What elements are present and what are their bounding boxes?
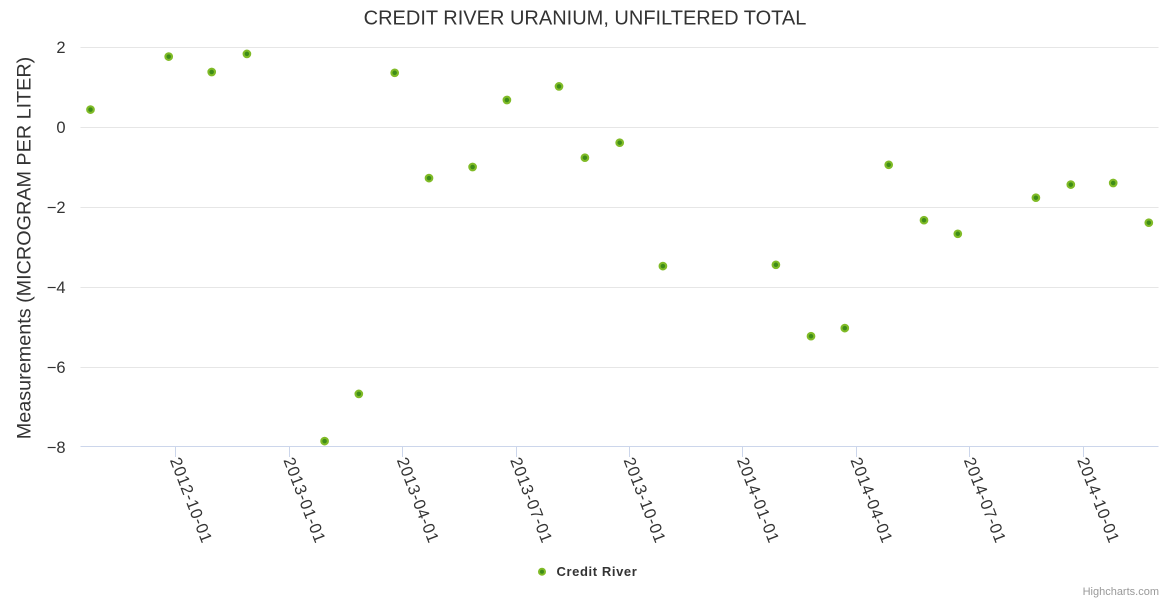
svg-text:2: 2 — [56, 39, 65, 57]
svg-text:0: 0 — [56, 119, 65, 137]
svg-text:−4: −4 — [47, 279, 66, 297]
svg-text:−6: −6 — [47, 359, 66, 377]
svg-text:Measurements (MICROGRAM PER LI: Measurements (MICROGRAM PER LITER) — [14, 57, 36, 440]
svg-text:CREDIT RIVER URANIUM, UNFILTER: CREDIT RIVER URANIUM, UNFILTERED TOTAL — [364, 8, 807, 30]
svg-text:Highcharts.com: Highcharts.com — [1083, 586, 1159, 598]
svg-text:−8: −8 — [47, 439, 66, 457]
svg-text:Credit River: Credit River — [557, 564, 638, 579]
svg-text:−2: −2 — [47, 199, 66, 217]
